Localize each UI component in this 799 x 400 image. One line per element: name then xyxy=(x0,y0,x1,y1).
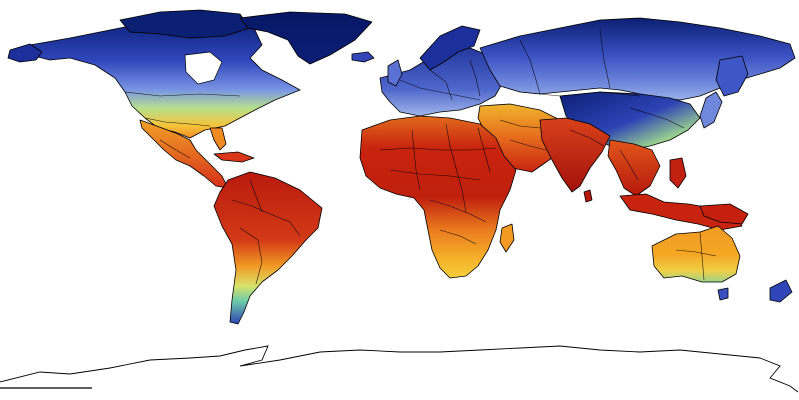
region-new-guinea xyxy=(699,203,749,225)
region-british-isles xyxy=(387,59,403,87)
region-australia xyxy=(651,225,741,283)
region-africa xyxy=(359,115,517,279)
region-southeast-asia xyxy=(607,139,661,197)
region-indonesia xyxy=(619,193,743,231)
region-antarctica xyxy=(0,345,799,393)
country-borders xyxy=(124,29,717,285)
region-japan xyxy=(699,91,723,129)
region-south-america xyxy=(213,171,323,325)
region-scandinavia xyxy=(419,25,481,71)
hudson-bay xyxy=(184,51,223,85)
region-iceland xyxy=(351,51,375,63)
region-new-zealand xyxy=(769,279,793,303)
region-kamchatka xyxy=(715,55,749,97)
region-philippines xyxy=(669,157,687,189)
region-india xyxy=(539,117,611,193)
region-alaska xyxy=(7,43,43,63)
region-florida xyxy=(209,127,227,151)
region-sri-lanka xyxy=(583,189,593,203)
region-tasmania xyxy=(717,287,729,301)
region-russia-north-asia xyxy=(479,17,796,101)
region-central-america xyxy=(139,119,229,189)
region-madagascar xyxy=(499,223,515,253)
region-greenland xyxy=(239,11,373,65)
region-caribbean xyxy=(213,151,255,163)
region-arctic-islands xyxy=(119,9,251,39)
region-north-america xyxy=(29,17,301,139)
